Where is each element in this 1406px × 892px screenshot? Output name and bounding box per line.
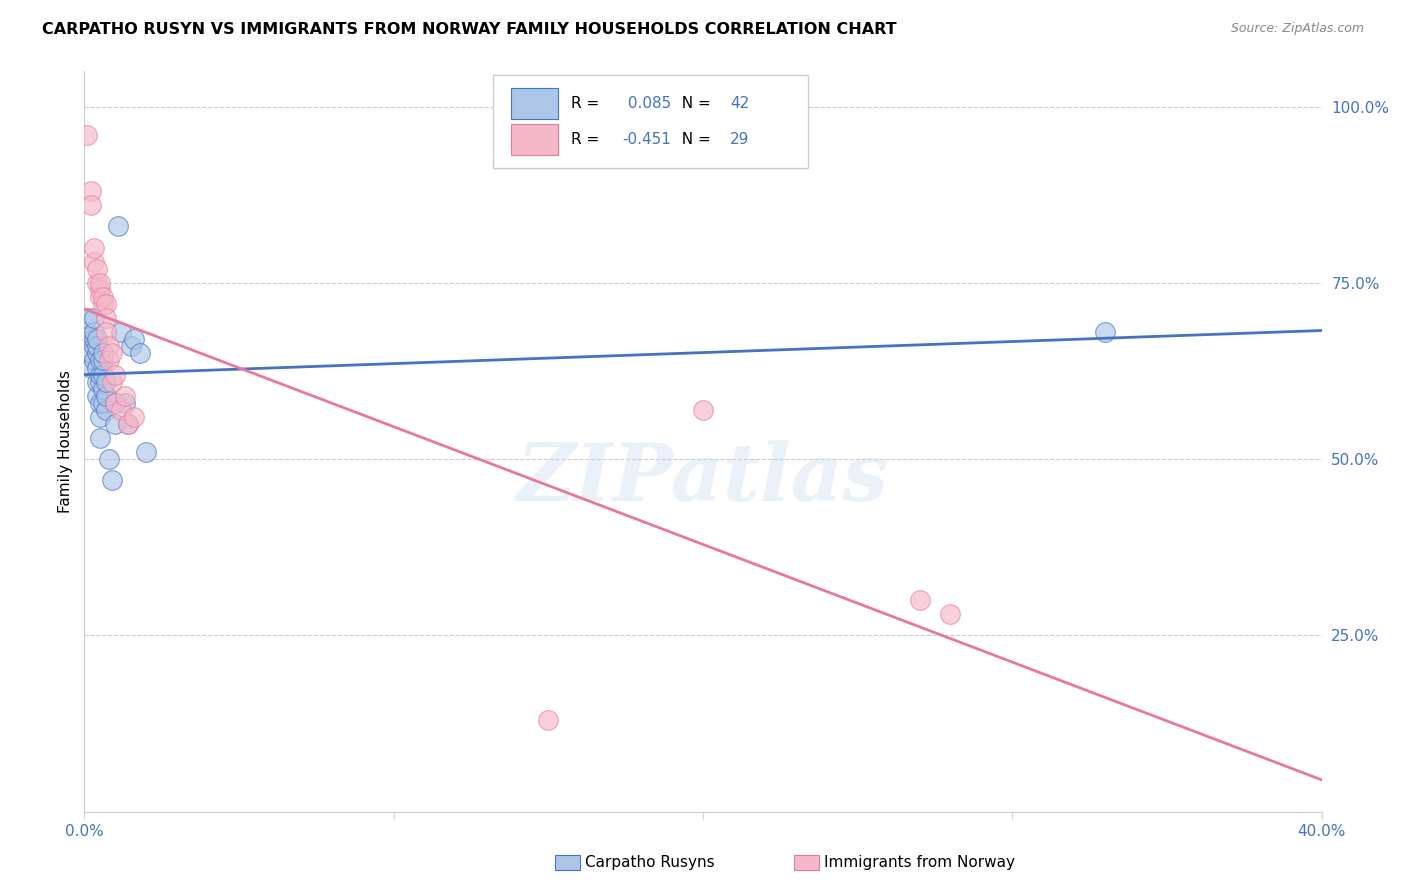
FancyBboxPatch shape: [512, 88, 558, 120]
Point: [91, 368, 114, 382]
Point: [86, 276, 108, 290]
Text: CARPATHO RUSYN VS IMMIGRANTS FROM NORWAY FAMILY HOUSEHOLDS CORRELATION CHART: CARPATHO RUSYN VS IMMIGRANTS FROM NORWAY…: [42, 22, 897, 37]
Point: [110, 325, 132, 339]
Point: [107, 219, 129, 234]
Point: [114, 389, 136, 403]
Point: [101, 473, 124, 487]
Text: Immigrants from Norway: Immigrants from Norway: [824, 855, 1015, 870]
Point: [939, 607, 962, 622]
Point: [122, 332, 145, 346]
Point: [83, 332, 105, 346]
Point: [86, 346, 108, 360]
Text: ZIPatlas: ZIPatlas: [517, 440, 889, 517]
Point: [83, 325, 105, 339]
Point: [94, 325, 117, 339]
Text: N =: N =: [672, 96, 716, 112]
Point: [91, 353, 114, 368]
Y-axis label: Family Households: Family Households: [58, 370, 73, 513]
Point: [86, 339, 108, 353]
Point: [135, 445, 157, 459]
Point: [83, 311, 105, 326]
Point: [98, 353, 121, 368]
Text: Carpatho Rusyns: Carpatho Rusyns: [585, 855, 714, 870]
Point: [76, 128, 98, 142]
Point: [91, 346, 114, 360]
Text: N =: N =: [672, 132, 716, 147]
Point: [89, 368, 111, 382]
Point: [101, 375, 124, 389]
Point: [89, 276, 111, 290]
Point: [89, 409, 111, 424]
Point: [83, 241, 105, 255]
Point: [908, 593, 931, 607]
Point: [104, 417, 127, 431]
Point: [86, 375, 108, 389]
FancyBboxPatch shape: [512, 124, 558, 155]
Point: [120, 339, 142, 353]
Point: [89, 353, 111, 368]
Point: [104, 368, 127, 382]
Point: [86, 389, 108, 403]
Point: [79, 198, 101, 212]
Text: 42: 42: [730, 96, 749, 112]
Point: [91, 382, 114, 396]
Text: 0.085: 0.085: [623, 96, 671, 112]
Point: [83, 353, 105, 368]
Point: [117, 417, 139, 431]
Text: -0.451: -0.451: [623, 132, 672, 147]
Point: [129, 346, 152, 360]
Text: R =: R =: [571, 132, 603, 147]
Point: [79, 360, 101, 375]
Point: [104, 396, 127, 410]
Point: [117, 417, 139, 431]
Point: [94, 402, 117, 417]
Point: [98, 452, 121, 467]
Point: [86, 332, 108, 346]
Point: [79, 184, 101, 198]
Point: [110, 402, 132, 417]
Point: [86, 360, 108, 375]
Point: [94, 297, 117, 311]
Point: [104, 396, 127, 410]
Point: [98, 339, 121, 353]
Point: [76, 325, 98, 339]
Point: [1094, 325, 1116, 339]
Point: [537, 713, 560, 727]
Point: [91, 290, 114, 304]
Point: [89, 431, 111, 445]
Point: [94, 389, 117, 403]
Point: [114, 396, 136, 410]
FancyBboxPatch shape: [492, 75, 808, 168]
Point: [76, 311, 98, 326]
Point: [101, 346, 124, 360]
Point: [83, 254, 105, 268]
Text: R =: R =: [571, 96, 603, 112]
Text: 29: 29: [730, 132, 749, 147]
Point: [79, 346, 101, 360]
Point: [86, 261, 108, 276]
Point: [692, 402, 714, 417]
Point: [91, 396, 114, 410]
Point: [83, 339, 105, 353]
Point: [89, 283, 111, 297]
Point: [91, 297, 114, 311]
Point: [89, 396, 111, 410]
Point: [89, 375, 111, 389]
Point: [122, 409, 145, 424]
Text: Source: ZipAtlas.com: Source: ZipAtlas.com: [1230, 22, 1364, 36]
Point: [94, 375, 117, 389]
Point: [89, 290, 111, 304]
Point: [94, 311, 117, 326]
